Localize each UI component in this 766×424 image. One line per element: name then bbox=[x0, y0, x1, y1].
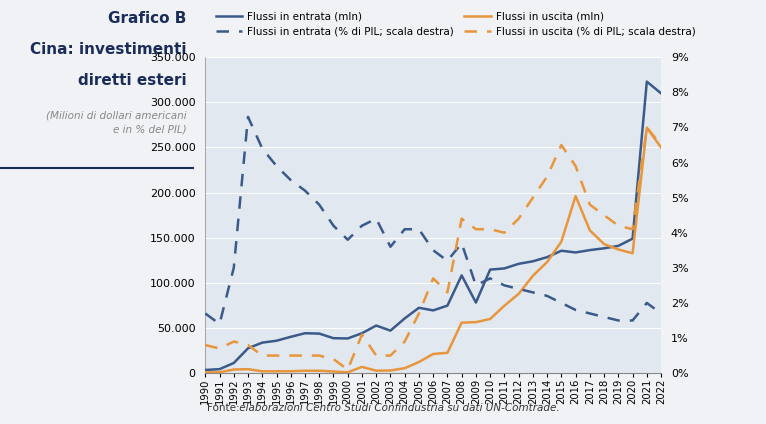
Legend: Flussi in entrata (mln), Flussi in entrata (% di PIL; scala destra), Flussi in u: Flussi in entrata (mln), Flussi in entra… bbox=[212, 7, 699, 41]
Text: diretti esteri: diretti esteri bbox=[78, 73, 187, 87]
Text: Grafico B: Grafico B bbox=[108, 11, 187, 26]
Text: elaborazioni Centro Studi Confindustria su dati UN-Comtrade.: elaborazioni Centro Studi Confindustria … bbox=[236, 403, 559, 413]
Text: Fonte:: Fonte: bbox=[207, 403, 240, 413]
Text: Cina: investimenti: Cina: investimenti bbox=[30, 42, 187, 57]
Text: (Milioni di dollari americani
e in % del PIL): (Milioni di dollari americani e in % del… bbox=[46, 111, 187, 135]
